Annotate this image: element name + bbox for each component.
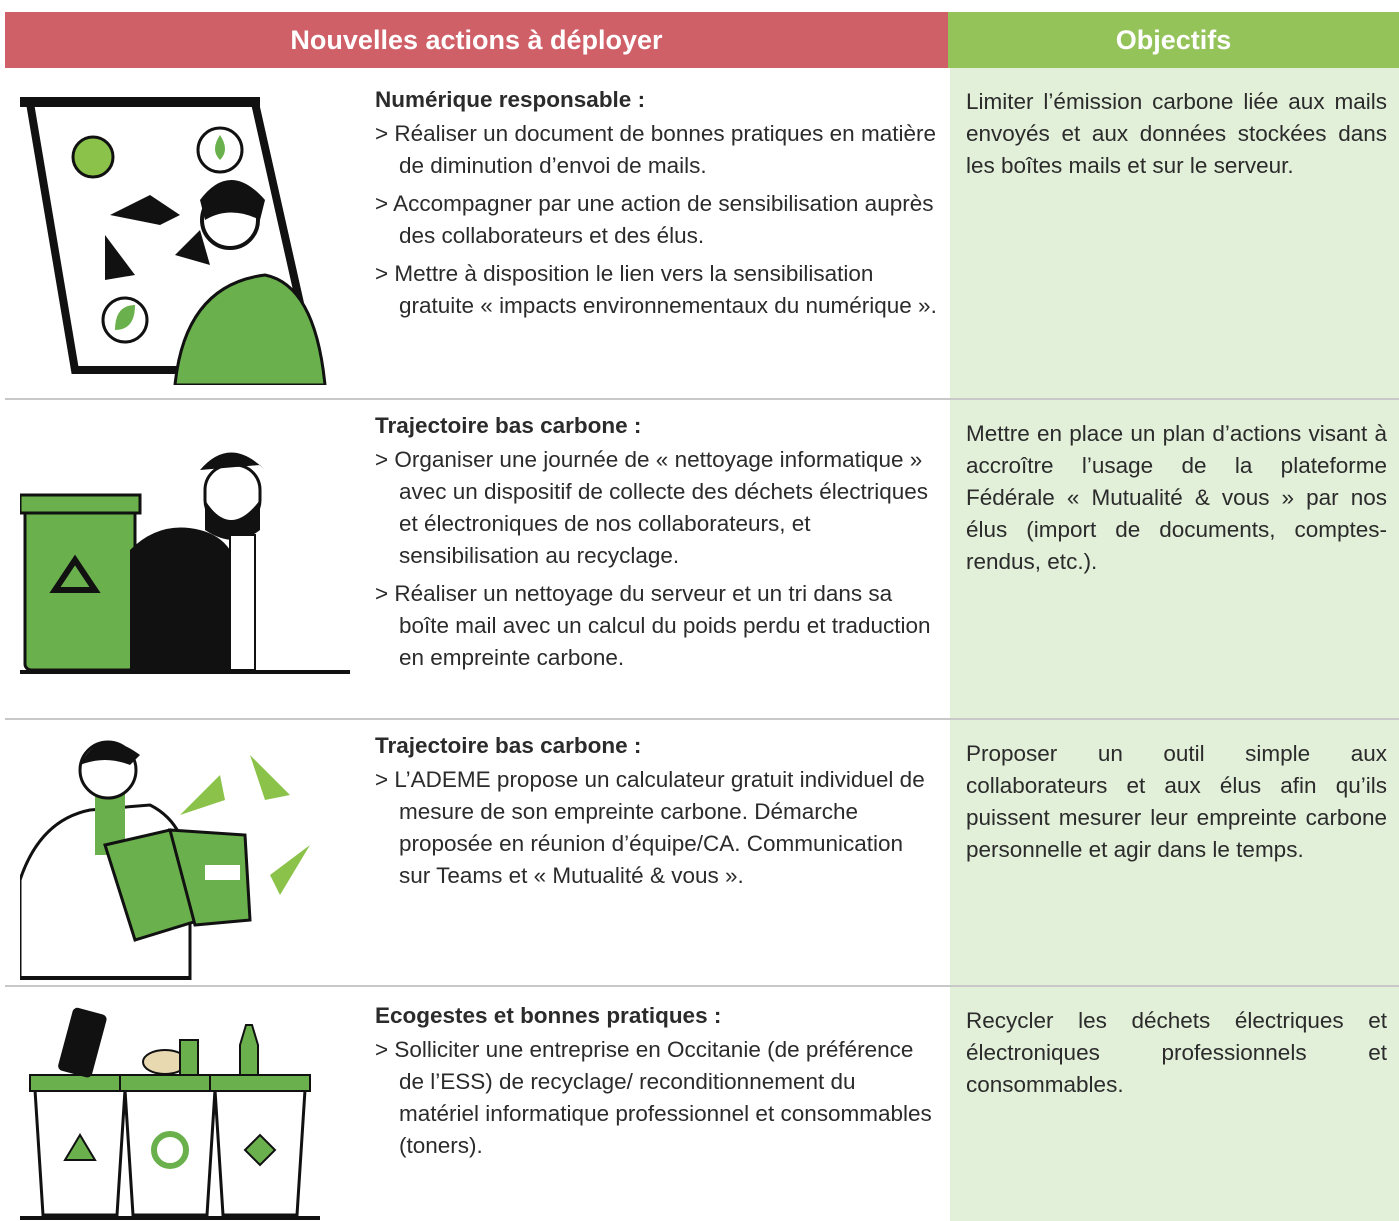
action-title: Ecogestes et bonnes pratiques : (375, 1003, 722, 1028)
header-objectives: Objectifs (948, 12, 1399, 68)
action-item: > Solliciter une entreprise en Occitanie… (375, 1037, 932, 1158)
action-item: > Organiser une journée de « nettoyage i… (375, 447, 929, 568)
action-title: Trajectoire bas carbone : (375, 733, 642, 758)
action-item: > Réaliser un document de bonnes pratiqu… (375, 121, 936, 178)
action-title: Numérique responsable : (375, 87, 646, 112)
illustration (20, 97, 327, 385)
objective-cell: Proposer un outil simple aux collaborate… (950, 720, 1399, 985)
action-title: Trajectoire bas carbone : (375, 413, 642, 438)
illustration (20, 740, 310, 980)
objective-cell: Recycler les déchets électriques et élec… (950, 987, 1399, 1221)
header-actions: Nouvelles actions à déployer (5, 12, 948, 68)
action-item: > Accompagner par une action de sensibil… (375, 191, 934, 248)
objective: Proposer un outil simple aux collaborate… (966, 741, 1387, 862)
objective: Recycler les déchets électriques et élec… (966, 1008, 1387, 1097)
actions: Numérique responsable : > Réaliser un doc… (375, 84, 940, 328)
action-item: > Réaliser un nettoyage du serveur et un… (375, 581, 931, 670)
objective: Limiter l’émission carbone liée aux mail… (966, 89, 1387, 178)
row-separator (5, 985, 1399, 987)
row-separator (5, 718, 1399, 720)
illustration (20, 1007, 320, 1220)
actions: Ecogestes et bonnes pratiques : > Sollici… (375, 1000, 940, 1168)
objective: Mettre en place un plan d’actions visant… (966, 421, 1387, 574)
row-separator (5, 398, 1399, 400)
actions: Trajectoire bas carbone : > Organiser une… (375, 410, 940, 680)
action-item: > Mettre à disposition le lien vers la s… (375, 261, 937, 318)
actions: Trajectoire bas carbone : > L’ADEME propo… (375, 730, 940, 898)
action-item: > L’ADEME propose un calculateur gratuit… (375, 767, 925, 888)
objective-cell: Limiter l’émission carbone liée aux mail… (950, 68, 1399, 398)
illustration (20, 452, 350, 674)
objective-cell: Mettre en place un plan d’actions visant… (950, 400, 1399, 718)
